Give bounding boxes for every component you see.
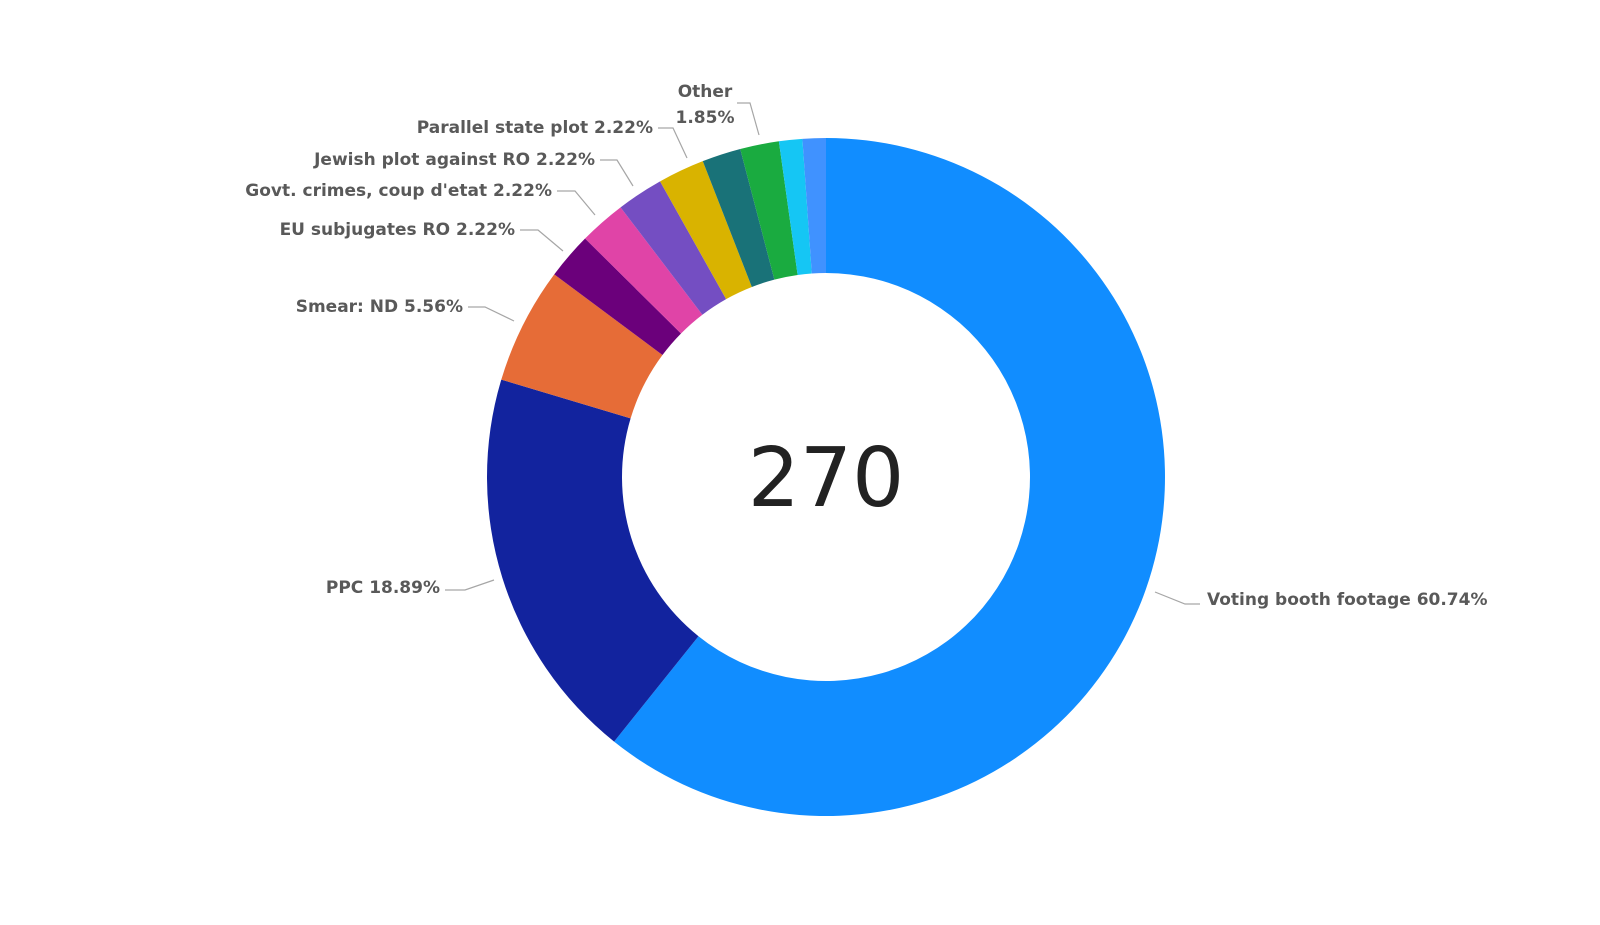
slice-label-4: Govt. crimes, coup d'etat 2.22% xyxy=(245,181,552,201)
donut-slice-1[interactable] xyxy=(487,379,699,742)
slices-layer xyxy=(487,138,1165,816)
slice-label-6: Parallel state plot 2.22% xyxy=(417,118,653,138)
leader-line-0 xyxy=(1154,591,1200,605)
leader-line-4 xyxy=(557,190,596,216)
labels-layer: Voting booth footage 60.74% PPC 18.89% Sme… xyxy=(245,82,1487,610)
donut-slice-10[interactable] xyxy=(802,138,826,274)
donut-slice-4[interactable] xyxy=(585,207,703,334)
donut-slice-6[interactable] xyxy=(660,161,752,300)
center-total-value: 270 xyxy=(748,431,905,526)
leader-line-1 xyxy=(445,579,495,591)
slice-label-3: EU subjugates RO 2.22% xyxy=(280,220,515,240)
leader-line-6 xyxy=(658,127,688,159)
slice-label-0: Voting booth footage 60.74% xyxy=(1207,590,1488,610)
leader-line-2 xyxy=(468,306,515,322)
donut-slice-2[interactable] xyxy=(501,274,663,419)
slice-label-1: PPC 18.89% xyxy=(326,578,440,598)
leader-line-5 xyxy=(600,159,634,187)
donut-slice-5[interactable] xyxy=(620,181,727,315)
donut-slice-9[interactable] xyxy=(778,138,812,275)
slice-label-10-line1: Other xyxy=(678,82,733,102)
leader-lines-layer xyxy=(445,102,1200,605)
donut-slice-8[interactable] xyxy=(740,141,798,280)
slice-label-5: Jewish plot against RO 2.22% xyxy=(313,150,595,170)
leader-line-10 xyxy=(737,102,760,136)
donut-slice-7[interactable] xyxy=(702,149,775,287)
leader-line-3 xyxy=(520,229,564,252)
slice-label-10-line2: 1.85% xyxy=(676,108,735,128)
slice-label-2: Smear: ND 5.56% xyxy=(296,297,463,317)
donut-slice-0[interactable] xyxy=(614,138,1165,816)
donut-slice-3[interactable] xyxy=(554,238,682,356)
